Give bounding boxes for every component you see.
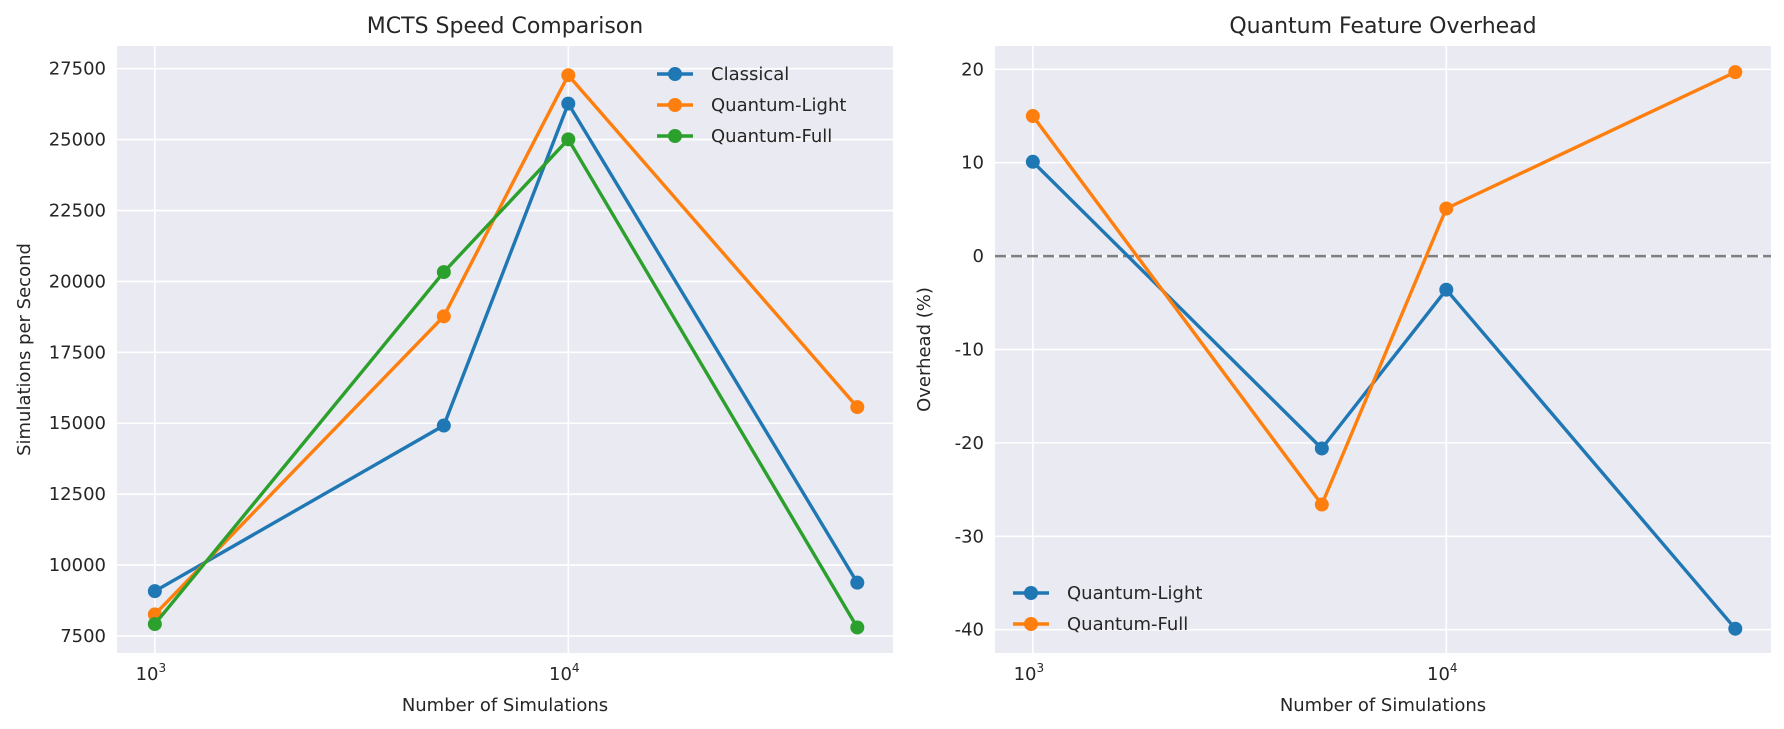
series-classical	[147, 96, 865, 599]
y-tick-label: 15000	[49, 413, 106, 434]
y-tick-label: 7500	[60, 626, 106, 647]
y-tick-label: -30	[955, 526, 984, 547]
series-quantum-light	[1025, 154, 1743, 636]
legend-entry: Quantum-Full	[1067, 614, 1188, 635]
speed-comparison-chart: 7500 10000 12500 15000 17500 20000 22500 25000 2…	[14, 14, 893, 716]
x-tick-label: 104	[549, 661, 580, 685]
legend: Quantum-Light Quantum-Full	[1013, 583, 1202, 635]
y-tick-label: 22500	[49, 201, 106, 222]
y-tick-label: 17500	[49, 342, 106, 363]
data-point	[850, 575, 865, 590]
grid-lines	[117, 46, 893, 653]
x-tick-exponent: 3	[1036, 661, 1044, 675]
x-tick-label: 103	[136, 661, 167, 685]
legend-marker	[668, 129, 682, 143]
data-point	[561, 96, 576, 111]
legend-entry: Quantum-Light	[711, 95, 846, 116]
data-point	[147, 584, 162, 599]
y-tick-label: 12500	[49, 484, 106, 505]
legend-marker	[1024, 586, 1038, 600]
y-tick-label: 25000	[49, 130, 106, 151]
legend-entry: Classical	[711, 64, 789, 85]
chart-title: MCTS Speed Comparison	[367, 14, 643, 39]
y-tick-label: 20000	[49, 271, 106, 292]
data-point	[436, 309, 451, 324]
y-axis-label: Overhead (%)	[914, 287, 935, 412]
series-quantum-full	[1025, 65, 1743, 512]
y-tick-label: 10	[961, 153, 984, 174]
data-point	[1439, 201, 1454, 216]
data-point	[850, 400, 865, 415]
legend-entry: Quantum-Full	[711, 126, 832, 147]
legend-marker	[668, 98, 682, 112]
data-point	[1439, 282, 1454, 297]
x-tick-exponent: 4	[572, 661, 580, 675]
series-quantum-full	[147, 132, 865, 635]
y-axis-label: Simulations per Second	[14, 243, 35, 456]
y-tick-label: -20	[955, 433, 984, 454]
y-tick-label: -40	[955, 620, 984, 641]
series-quantum-light	[147, 68, 865, 622]
y-tick-label: 0	[973, 246, 984, 267]
series-line	[153, 73, 859, 616]
legend-marker	[1024, 617, 1038, 631]
y-tick-label: 10000	[49, 555, 106, 576]
y-tick-label: -10	[955, 340, 984, 361]
x-axis-label: Number of Simulations	[1280, 695, 1486, 716]
x-axis-label: Number of Simulations	[402, 695, 608, 716]
legend-marker	[668, 67, 682, 81]
data-point	[850, 620, 865, 635]
series-line	[1031, 70, 1737, 507]
y-tick-label: 20	[961, 59, 984, 80]
data-point	[436, 265, 451, 280]
legend-entry: Quantum-Light	[1067, 583, 1202, 604]
series-line	[153, 101, 859, 593]
legend: Classical Quantum-Light Quantum-Full	[657, 64, 846, 147]
x-tick-base: 10	[1427, 664, 1450, 685]
data-point	[147, 617, 162, 632]
x-tick-base: 10	[1014, 664, 1037, 685]
data-point	[1025, 154, 1040, 169]
data-point	[1728, 65, 1743, 80]
data-point	[1314, 497, 1329, 512]
x-tick-base: 10	[549, 664, 572, 685]
data-point	[1728, 621, 1743, 636]
series-line	[1031, 160, 1737, 630]
x-tick-base: 10	[136, 664, 159, 685]
data-point	[1025, 109, 1040, 124]
data-point	[561, 68, 576, 83]
plot-background	[117, 46, 893, 653]
data-point	[1314, 441, 1329, 456]
data-point	[436, 418, 451, 433]
x-tick-exponent: 4	[1450, 661, 1458, 675]
chart-title: Quantum Feature Overhead	[1229, 14, 1536, 39]
x-tick-exponent: 3	[158, 661, 166, 675]
series-line	[153, 137, 859, 629]
x-tick-label: 104	[1427, 661, 1458, 685]
x-tick-label: 103	[1014, 661, 1045, 685]
data-point	[561, 132, 576, 147]
y-tick-label: 27500	[49, 59, 106, 80]
